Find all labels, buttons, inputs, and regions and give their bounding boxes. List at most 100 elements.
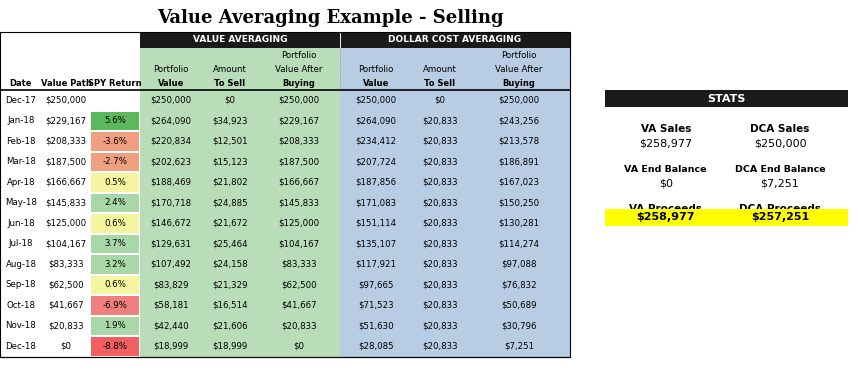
Text: VA End Balance: VA End Balance (625, 164, 707, 173)
Text: $58,181: $58,181 (154, 301, 189, 310)
Text: $250,000: $250,000 (355, 96, 396, 105)
Bar (340, 315, 570, 336)
Text: -3.6%: -3.6% (102, 137, 128, 146)
Bar (340, 192, 570, 213)
Text: $7,251: $7,251 (760, 178, 800, 188)
Text: $145,833: $145,833 (279, 198, 319, 207)
Bar (140, 336, 340, 356)
Text: $83,333: $83,333 (48, 260, 84, 269)
Text: $0: $0 (434, 96, 445, 105)
Text: $20,833: $20,833 (422, 239, 458, 248)
Text: Date: Date (9, 79, 33, 87)
Bar (140, 295, 340, 315)
Text: $62,500: $62,500 (281, 280, 317, 289)
Text: $220,834: $220,834 (150, 137, 191, 146)
Text: $20,833: $20,833 (422, 198, 458, 207)
Text: $18,999: $18,999 (154, 342, 189, 351)
Text: Portfolio: Portfolio (281, 50, 317, 60)
Text: VALUE AVERAGING: VALUE AVERAGING (193, 36, 287, 45)
Bar (340, 233, 570, 254)
Text: $170,718: $170,718 (150, 198, 191, 207)
Text: $15,123: $15,123 (212, 157, 248, 166)
Text: Mar-18: Mar-18 (6, 157, 36, 166)
Text: $167,023: $167,023 (498, 178, 540, 187)
Text: SPY Return: SPY Return (88, 79, 142, 87)
Text: Portfolio: Portfolio (359, 65, 394, 74)
Text: May-18: May-18 (5, 198, 37, 207)
Text: Portfolio: Portfolio (154, 65, 189, 74)
Text: $83,333: $83,333 (281, 260, 317, 269)
Bar (91, 173, 139, 192)
Bar (91, 296, 139, 315)
Text: $20,833: $20,833 (48, 321, 84, 330)
Bar (140, 172, 340, 192)
Text: $135,107: $135,107 (355, 239, 396, 248)
Text: -6.9%: -6.9% (103, 301, 128, 310)
Bar (340, 336, 570, 356)
Text: $16,514: $16,514 (212, 301, 248, 310)
Text: $171,083: $171,083 (355, 198, 396, 207)
Text: DCA Proceeds: DCA Proceeds (739, 204, 821, 214)
Text: 3.2%: 3.2% (104, 260, 126, 269)
Text: $107,492: $107,492 (150, 260, 191, 269)
Text: Oct-18: Oct-18 (7, 301, 35, 310)
Bar (140, 90, 340, 111)
Text: $20,833: $20,833 (422, 137, 458, 146)
Bar (140, 62, 340, 76)
Text: $30,796: $30,796 (501, 321, 537, 330)
Bar (91, 317, 139, 335)
Text: $151,114: $151,114 (355, 219, 396, 228)
Text: DCA End Balance: DCA End Balance (734, 164, 825, 173)
Text: $213,578: $213,578 (498, 137, 540, 146)
Bar (140, 151, 340, 172)
Text: $41,667: $41,667 (48, 301, 84, 310)
Text: 0.6%: 0.6% (104, 219, 126, 228)
Text: Amount: Amount (423, 65, 457, 74)
Text: $20,833: $20,833 (422, 260, 458, 269)
Text: $258,977: $258,977 (639, 138, 692, 148)
Text: $104,167: $104,167 (45, 239, 87, 248)
Text: $71,523: $71,523 (358, 301, 394, 310)
Text: $229,167: $229,167 (279, 116, 319, 125)
Text: Amount: Amount (213, 65, 247, 74)
Bar (91, 152, 139, 171)
Text: $250,000: $250,000 (150, 96, 191, 105)
Text: $20,833: $20,833 (422, 178, 458, 187)
Text: Nov-18: Nov-18 (6, 321, 36, 330)
Text: $20,833: $20,833 (422, 157, 458, 166)
Text: 1.9%: 1.9% (104, 321, 126, 330)
Text: Value After: Value After (275, 65, 323, 74)
Text: $117,921: $117,921 (355, 260, 396, 269)
Text: $186,891: $186,891 (498, 157, 540, 166)
Bar (340, 274, 570, 295)
Text: Apr-18: Apr-18 (7, 178, 35, 187)
Text: Jan-18: Jan-18 (8, 116, 34, 125)
Text: Value: Value (158, 79, 184, 87)
Text: $229,167: $229,167 (45, 116, 87, 125)
Bar (140, 48, 340, 62)
Text: Aug-18: Aug-18 (5, 260, 37, 269)
Text: Buying: Buying (282, 79, 316, 87)
Text: 5.6%: 5.6% (104, 116, 126, 125)
Text: $97,088: $97,088 (501, 260, 537, 269)
Bar (91, 276, 139, 294)
Text: $21,606: $21,606 (212, 321, 248, 330)
Text: To Sell: To Sell (214, 79, 245, 87)
Text: $50,689: $50,689 (501, 301, 537, 310)
Bar (140, 213, 340, 233)
Text: $97,665: $97,665 (359, 280, 394, 289)
Text: VA Sales: VA Sales (641, 124, 691, 134)
Text: $166,667: $166,667 (279, 178, 319, 187)
Bar (340, 48, 570, 62)
Text: 2.4%: 2.4% (104, 198, 126, 207)
Text: $83,829: $83,829 (154, 280, 189, 289)
Bar (340, 62, 570, 76)
Text: $25,464: $25,464 (212, 239, 248, 248)
Text: 0.5%: 0.5% (104, 178, 126, 187)
Bar (340, 90, 570, 111)
Text: -8.8%: -8.8% (102, 342, 128, 351)
Text: $187,500: $187,500 (45, 157, 87, 166)
Text: $208,333: $208,333 (45, 137, 87, 146)
Text: $0: $0 (659, 178, 673, 188)
Bar (605, 209, 848, 226)
